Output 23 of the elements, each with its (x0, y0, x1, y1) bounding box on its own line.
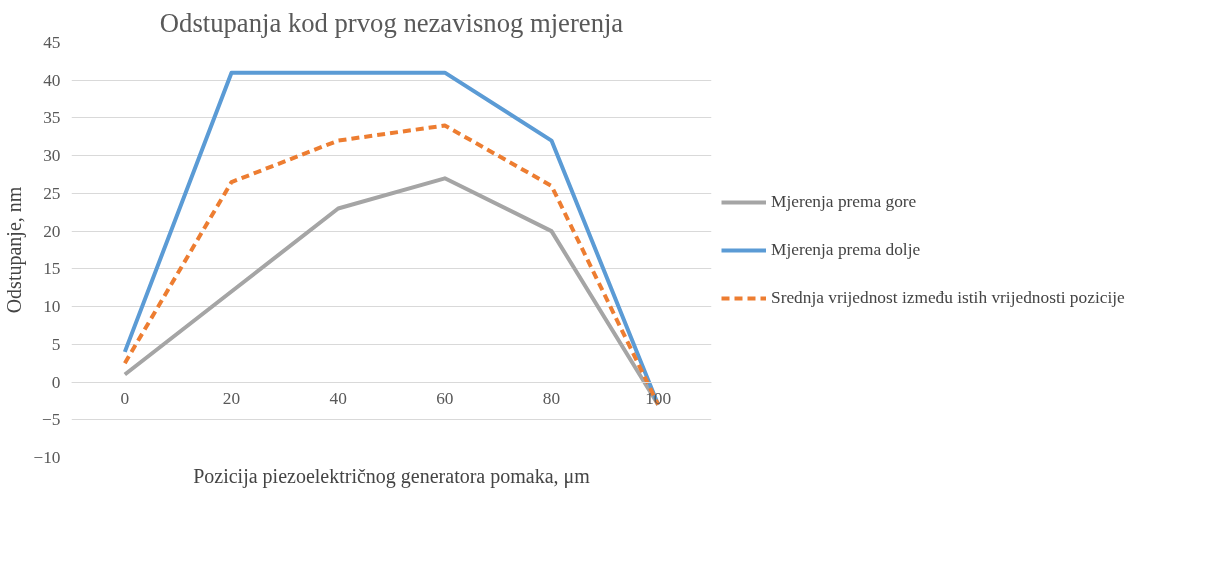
y-axis-title: Odstupanje, nm (3, 186, 27, 314)
x-tick-label: 60 (436, 389, 454, 409)
y-tick-label: 10 (43, 297, 61, 317)
y-tick-label: 45 (43, 33, 61, 52)
y-tick-label: −10 (33, 448, 61, 467)
y-tick-label: 15 (43, 259, 61, 279)
chart-title: Odstupanja kod prvog nezavisnog mjerenja (159, 7, 624, 38)
y-tick-label: 35 (43, 108, 61, 128)
legend-label: Srednja vrijednost između istih vrijednosti pozicije (771, 287, 1125, 308)
y-tick-label: 20 (43, 221, 61, 241)
y-tick-label: 40 (43, 70, 61, 90)
y-tick-label: −5 (42, 410, 61, 430)
legend-label: Mjerenja prema dolje (771, 239, 921, 260)
y-tick-label: 30 (43, 146, 61, 166)
y-tick-label: 0 (51, 372, 61, 392)
x-tick-label: 0 (120, 389, 130, 409)
x-axis-title: Pozicija piezoelektričnog generatora pomaka, μm (193, 464, 591, 488)
x-tick-label: 40 (329, 389, 347, 409)
y-tick-label: 25 (43, 183, 61, 203)
legend-label: Mjerenja prema gore (771, 191, 917, 212)
y-tick-label: 5 (51, 334, 61, 354)
x-tick-label: 80 (542, 389, 561, 409)
x-tick-label: 20 (222, 389, 241, 409)
